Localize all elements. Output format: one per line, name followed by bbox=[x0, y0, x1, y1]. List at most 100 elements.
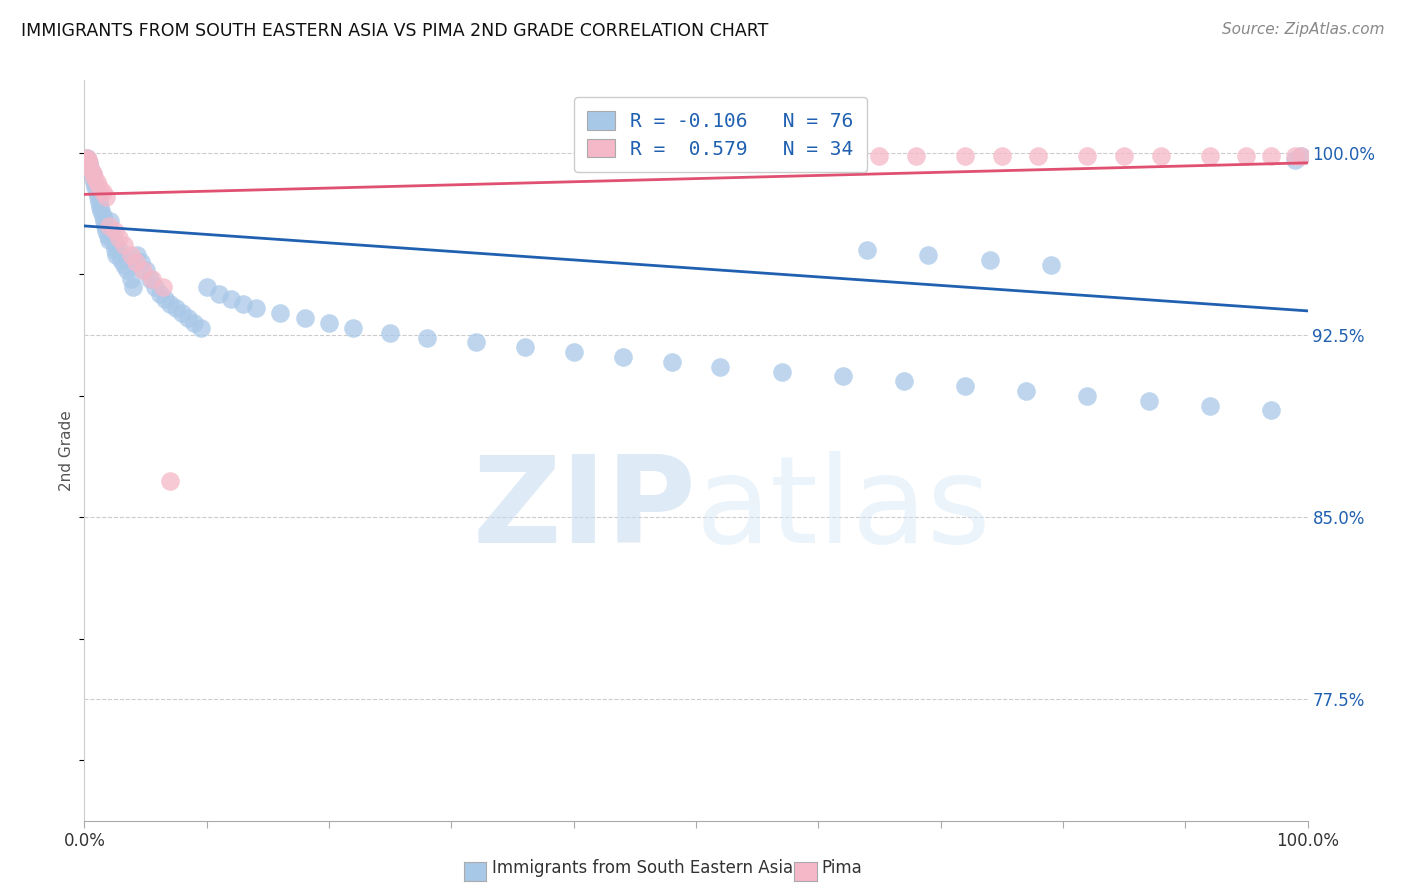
Point bbox=[294, 311, 316, 326]
Point bbox=[97, 219, 120, 233]
Point bbox=[112, 238, 135, 252]
Point bbox=[1028, 148, 1050, 162]
Point bbox=[101, 231, 124, 245]
Point bbox=[709, 359, 731, 374]
Point bbox=[98, 214, 121, 228]
Point bbox=[783, 148, 806, 162]
Legend: R = -0.106   N = 76, R =  0.579   N = 34: R = -0.106 N = 76, R = 0.579 N = 34 bbox=[574, 97, 868, 172]
Point bbox=[89, 200, 111, 214]
Point bbox=[76, 151, 98, 165]
Point bbox=[342, 321, 364, 335]
Point bbox=[1015, 384, 1038, 398]
Point bbox=[1260, 403, 1282, 417]
Text: Pima: Pima bbox=[821, 859, 862, 877]
Point bbox=[82, 165, 104, 179]
Text: atlas: atlas bbox=[696, 451, 991, 568]
Point bbox=[905, 148, 928, 162]
Point bbox=[219, 292, 242, 306]
Point bbox=[1137, 393, 1160, 408]
Point bbox=[1236, 148, 1258, 162]
Point bbox=[120, 248, 142, 262]
Point bbox=[87, 190, 110, 204]
Point bbox=[562, 345, 585, 359]
Point bbox=[1076, 148, 1098, 162]
Point bbox=[87, 180, 110, 194]
Point bbox=[165, 301, 187, 316]
Point bbox=[96, 224, 118, 238]
Point bbox=[1291, 148, 1313, 162]
Point bbox=[105, 248, 128, 262]
Point bbox=[232, 296, 254, 310]
Point bbox=[77, 156, 100, 170]
Point bbox=[1114, 148, 1136, 162]
Point bbox=[991, 148, 1014, 162]
Point bbox=[195, 279, 218, 293]
Point bbox=[76, 151, 98, 165]
Point bbox=[153, 292, 176, 306]
Point bbox=[1039, 258, 1062, 272]
Point bbox=[141, 272, 163, 286]
Y-axis label: 2nd Grade: 2nd Grade bbox=[59, 410, 75, 491]
Point bbox=[94, 219, 117, 233]
Point bbox=[96, 190, 118, 204]
Point bbox=[83, 175, 105, 189]
Point bbox=[80, 165, 103, 179]
Point bbox=[979, 252, 1001, 267]
Point bbox=[152, 279, 174, 293]
Point bbox=[183, 316, 205, 330]
Point bbox=[953, 148, 976, 162]
Text: Immigrants from South Eastern Asia: Immigrants from South Eastern Asia bbox=[492, 859, 793, 877]
Point bbox=[661, 355, 683, 369]
Point bbox=[79, 161, 101, 175]
Point bbox=[139, 272, 162, 286]
Point bbox=[135, 262, 157, 277]
Point bbox=[129, 255, 152, 269]
Point bbox=[208, 286, 231, 301]
Point bbox=[100, 224, 122, 238]
Point bbox=[149, 286, 172, 301]
Point bbox=[245, 301, 267, 316]
Point bbox=[177, 311, 200, 326]
Point bbox=[953, 379, 976, 393]
Point bbox=[612, 350, 634, 364]
Point bbox=[380, 326, 402, 340]
Point bbox=[1291, 148, 1313, 162]
Point bbox=[107, 231, 129, 245]
Point bbox=[122, 279, 145, 293]
Point bbox=[125, 255, 148, 269]
Point bbox=[83, 170, 105, 185]
Point bbox=[104, 243, 127, 257]
Point bbox=[1198, 148, 1220, 162]
Point bbox=[90, 204, 112, 219]
Point bbox=[93, 214, 115, 228]
Point bbox=[856, 243, 879, 257]
Text: IMMIGRANTS FROM SOUTH EASTERN ASIA VS PIMA 2ND GRADE CORRELATION CHART: IMMIGRANTS FROM SOUTH EASTERN ASIA VS PI… bbox=[21, 22, 769, 40]
Point bbox=[77, 153, 100, 168]
Point bbox=[77, 156, 100, 170]
Point bbox=[893, 374, 915, 388]
Point bbox=[1260, 148, 1282, 162]
Point bbox=[79, 161, 101, 175]
Point bbox=[87, 194, 110, 209]
Point bbox=[91, 185, 114, 199]
Point bbox=[82, 170, 104, 185]
Point bbox=[86, 185, 108, 199]
Point bbox=[107, 243, 129, 257]
Point bbox=[86, 175, 108, 189]
Point bbox=[1198, 399, 1220, 413]
Point bbox=[143, 279, 166, 293]
Point bbox=[104, 224, 127, 238]
Point bbox=[97, 228, 120, 243]
Point bbox=[770, 365, 793, 379]
Point bbox=[132, 262, 155, 277]
Text: ZIP: ZIP bbox=[472, 451, 696, 568]
Point bbox=[110, 252, 132, 267]
Point bbox=[831, 369, 853, 384]
Point bbox=[1150, 148, 1173, 162]
Point bbox=[125, 248, 148, 262]
Point bbox=[869, 148, 891, 162]
Point bbox=[1284, 153, 1306, 168]
Point bbox=[190, 321, 212, 335]
Point bbox=[77, 153, 100, 168]
Point bbox=[917, 248, 939, 262]
